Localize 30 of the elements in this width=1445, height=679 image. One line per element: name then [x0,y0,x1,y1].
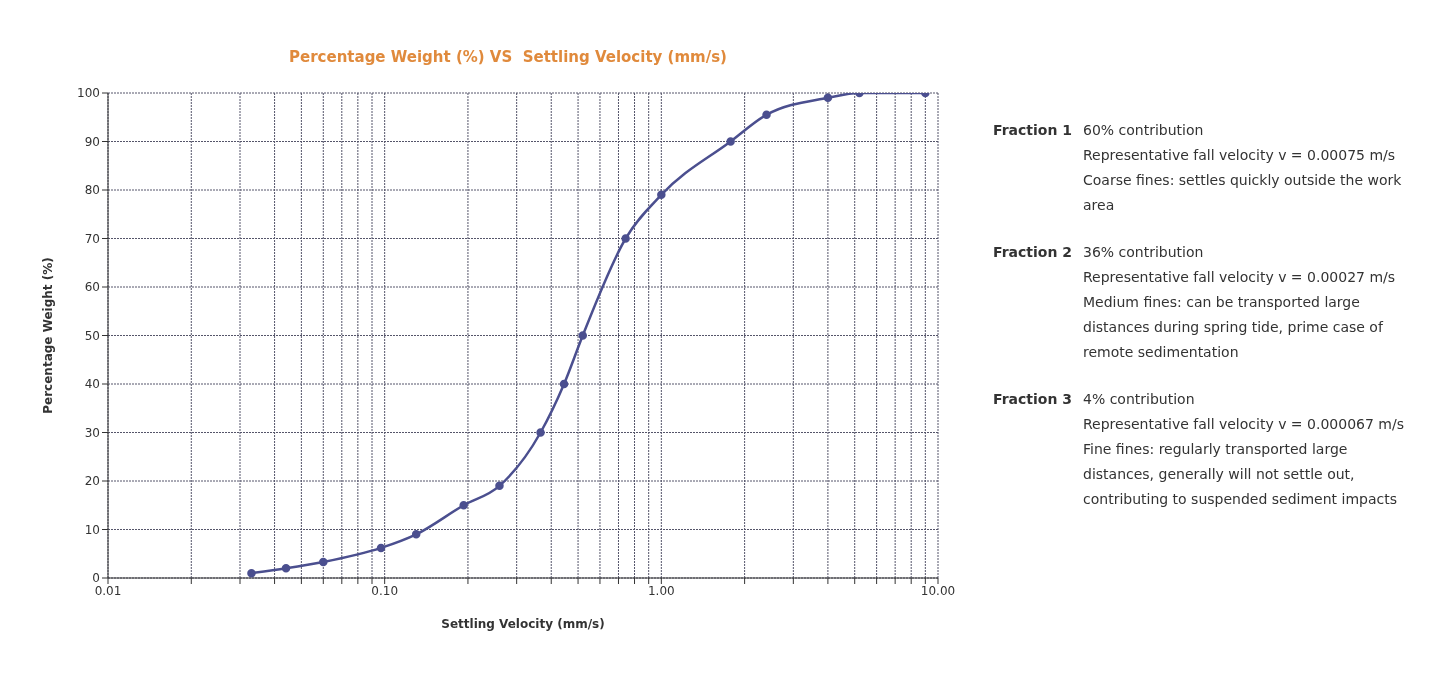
text: Coarse fines: settles quickly outside the work area [1083,171,1403,215]
text: 60% contribution [1083,122,1204,138]
text: Medium fines: can be transported large distances during spring tide, prime case of remote sedimentation [1083,293,1385,362]
y-tick-label: 30 [84,425,100,440]
y-tick-label: 40 [84,377,100,392]
chart-title: Percentage Weight (%) VS Settling Velocity (mm/s) [288,48,728,66]
y-tick-label: 90 [84,134,100,149]
text: 36% contribution [1083,244,1204,260]
text: 4% contribution [1083,391,1195,407]
y-tick-label: 60 [84,280,100,295]
y-tick-label: 20 [84,474,100,489]
x-tick-label: 10.00 [920,583,956,598]
text: Representative fall velocity v = 0.000067 m/s [1083,415,1405,434]
x-tick-label: 0.10 [371,583,399,598]
y-tick-label: 70 [84,231,100,246]
y-axis-title: Percentage Weight (%) [41,257,56,414]
y-tick-label: 0 [92,571,100,586]
text: Fraction 3 [993,390,1073,409]
x-axis-title: Settling Velocity (mm/s) [441,617,605,631]
y-tick-label: 10 [84,522,100,537]
text: Fraction 2 [993,243,1073,262]
text: Representative fall velocity v = 0.00075 m/s [1083,146,1397,165]
x-tick-label: 0.01 [94,583,122,598]
x-tick-label: 1.00 [647,583,675,598]
text: Fine fines: regularly transported large distances, generally will not settle out, contributing to suspended sediment impacts [1083,440,1398,509]
y-tick-label: 100 [77,86,100,101]
text: Representative fall velocity v = 0.00027 m/s [1083,268,1397,287]
y-tick-label: 80 [84,183,100,198]
y-tick-label: 50 [84,328,100,343]
text: Fraction 1 [993,121,1073,140]
